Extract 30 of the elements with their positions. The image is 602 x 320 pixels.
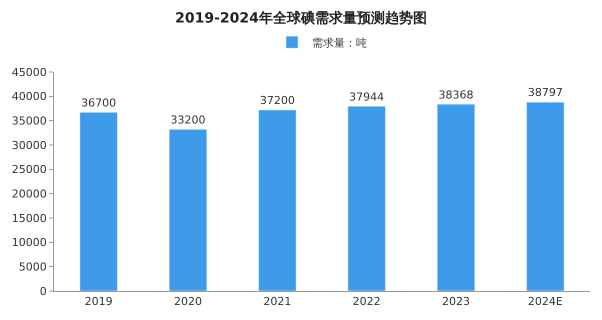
y-tick-label: 5000 — [18, 260, 47, 274]
data-label: 37200 — [260, 94, 295, 107]
bar — [348, 106, 386, 291]
y-tick-label: 40000 — [12, 90, 47, 104]
bar — [168, 129, 208, 291]
x-tick-label: 2024E — [528, 295, 563, 308]
y-tick-label: 25000 — [12, 163, 47, 176]
y-tick-label: 45000 — [12, 66, 47, 79]
x-tick-label: 2021 — [263, 295, 292, 308]
data-label: 33200 — [170, 113, 206, 126]
bar — [526, 102, 564, 291]
bar — [436, 104, 476, 291]
data-label: 38797 — [528, 86, 563, 100]
data-label: 38368 — [438, 88, 474, 102]
data-label: 36700 — [81, 96, 116, 110]
x-tick-label: 2019 — [84, 295, 113, 308]
x-tick-label: 2020 — [174, 295, 202, 308]
legend-label: 需求量：吨 — [312, 36, 367, 50]
y-tick-label: 20000 — [12, 188, 47, 201]
y-tick-label: 15000 — [12, 212, 47, 225]
bar — [80, 112, 118, 291]
y-tick-label: 35000 — [12, 114, 47, 128]
x-tick-label: 2023 — [442, 295, 470, 308]
chart-title: 2019-2024年全球碘需求量预测趋势图 — [175, 10, 427, 27]
y-tick-label: 10000 — [12, 236, 47, 250]
data-label: 37944 — [349, 90, 384, 104]
y-tick-label: 0 — [40, 284, 47, 298]
bar — [258, 110, 296, 291]
y-tick-label: 30000 — [12, 138, 47, 152]
x-tick-label: 2022 — [352, 295, 381, 308]
